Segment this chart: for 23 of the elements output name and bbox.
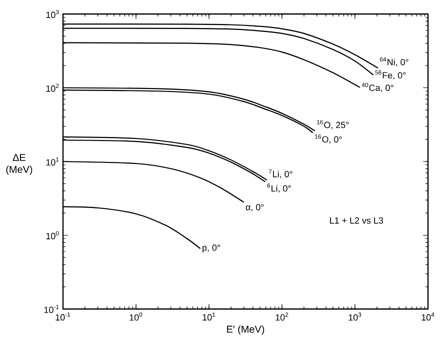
y-tick-label: 10$^{1}$: [46, 158, 59, 166]
y-tick-label: 10$^{3}$: [46, 10, 59, 18]
series-label: $^{40}$Ca, 0°: [362, 82, 394, 92]
x-tick-label: 10$^{4}$: [422, 312, 434, 321]
y-tick-label: 10$^{2}$: [46, 84, 59, 92]
series-label: $^{7}$Li, 0°: [268, 169, 292, 178]
y-tick-label: 10$^{-1}$: [44, 305, 59, 314]
x-tick-label: 10$^{0}$: [130, 312, 142, 321]
y-axis-title: ΔE (MeV): [6, 154, 32, 175]
x-tick-label: 10$^{-1}$: [56, 312, 70, 321]
x-tick-label: 10$^{1}$: [202, 312, 216, 321]
legend-label: $^{64}$Ni, 0°: [380, 57, 408, 66]
x-tick-label: 10$^{2}$: [276, 312, 288, 321]
x-axis-title: E′ (MeV): [227, 325, 264, 335]
series-label: $^{16}$O, 25°: [317, 120, 349, 130]
series-label: $^{56}$Fe, 0°: [375, 70, 406, 80]
series-label: p, 0°: [202, 244, 220, 253]
series-label: $^{6}$Li, 0°: [267, 184, 291, 193]
y-tick-label: 10$^{0}$: [46, 231, 59, 240]
x-tick-label: 10$^{3}$: [348, 312, 362, 321]
series-label: $^{16}$O, 0°: [315, 134, 342, 144]
series-label: α, 0°: [246, 204, 264, 212]
annotation: L1 + L2 vs L3: [330, 217, 384, 224]
